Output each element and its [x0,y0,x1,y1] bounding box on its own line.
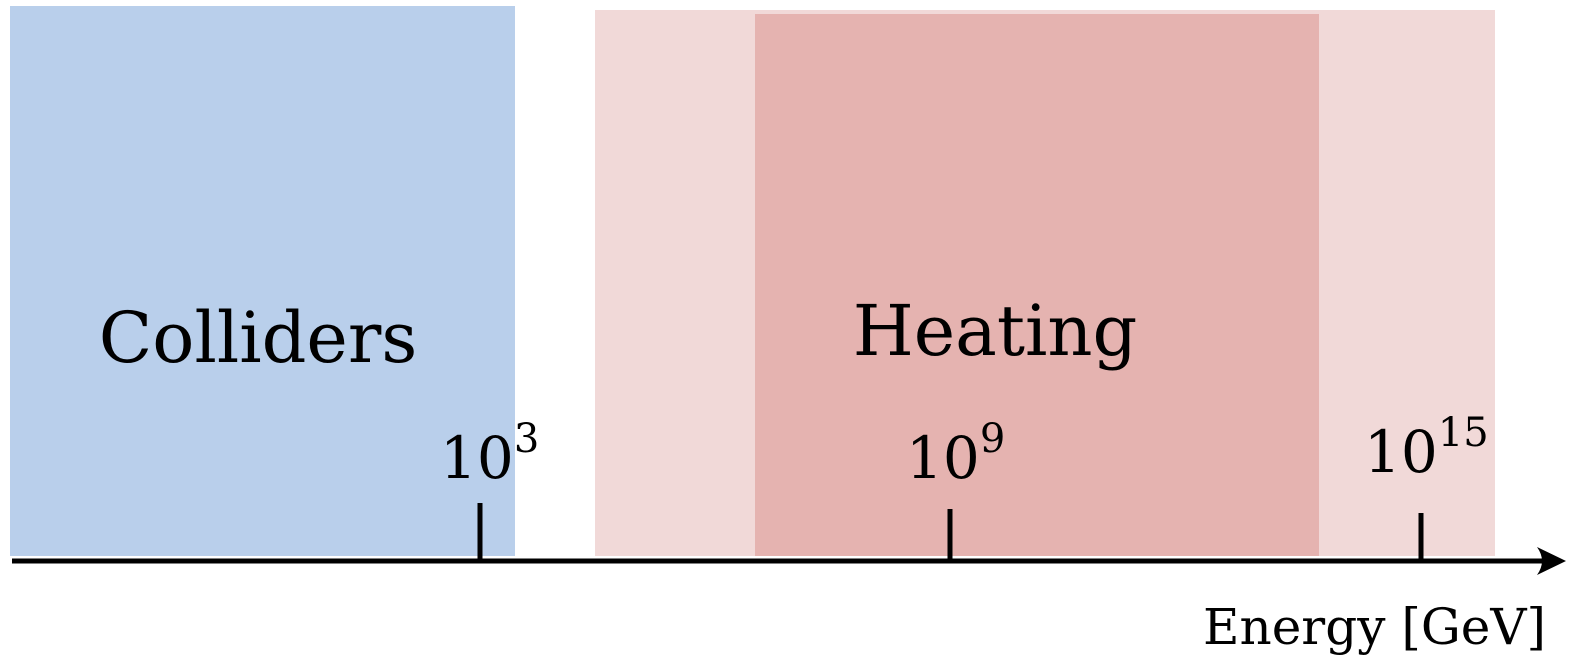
tick-label-exponent: 15 [1438,410,1489,456]
tick-label-base: 10 [1364,418,1438,486]
tick-label-exponent: 3 [514,416,539,462]
axis-label: Energy [GeV] [1203,598,1546,656]
tick-label-exponent: 9 [980,416,1005,462]
tick-label-base: 10 [440,424,514,492]
tick-label-1e9: 109 [906,416,1005,492]
tick-label-1e15: 1015 [1364,410,1489,486]
tick-label-1e3: 103 [440,416,539,492]
heating-label: Heating [853,290,1138,372]
tick-label-base: 10 [906,424,980,492]
heating-inner-region [755,14,1319,556]
colliders-region [10,6,515,556]
axis-arrowhead-icon [1537,547,1566,575]
colliders-label: Colliders [99,297,418,379]
